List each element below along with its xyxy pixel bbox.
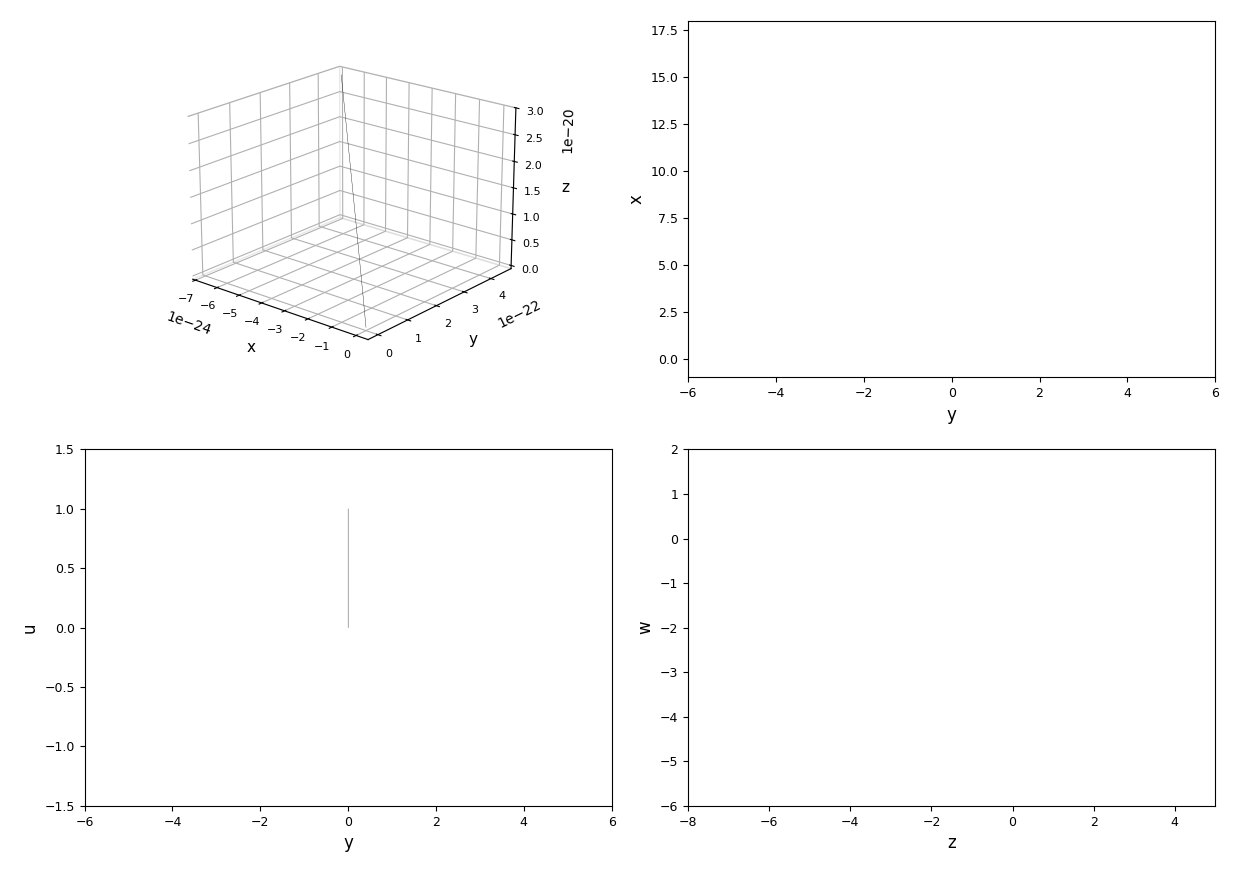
X-axis label: x: x (247, 340, 255, 354)
X-axis label: y: y (947, 406, 956, 423)
Y-axis label: w: w (636, 621, 655, 635)
X-axis label: z: z (947, 835, 956, 852)
Y-axis label: y: y (469, 332, 477, 347)
Y-axis label: u: u (21, 622, 38, 633)
Y-axis label: x: x (627, 194, 645, 204)
X-axis label: y: y (343, 835, 353, 852)
